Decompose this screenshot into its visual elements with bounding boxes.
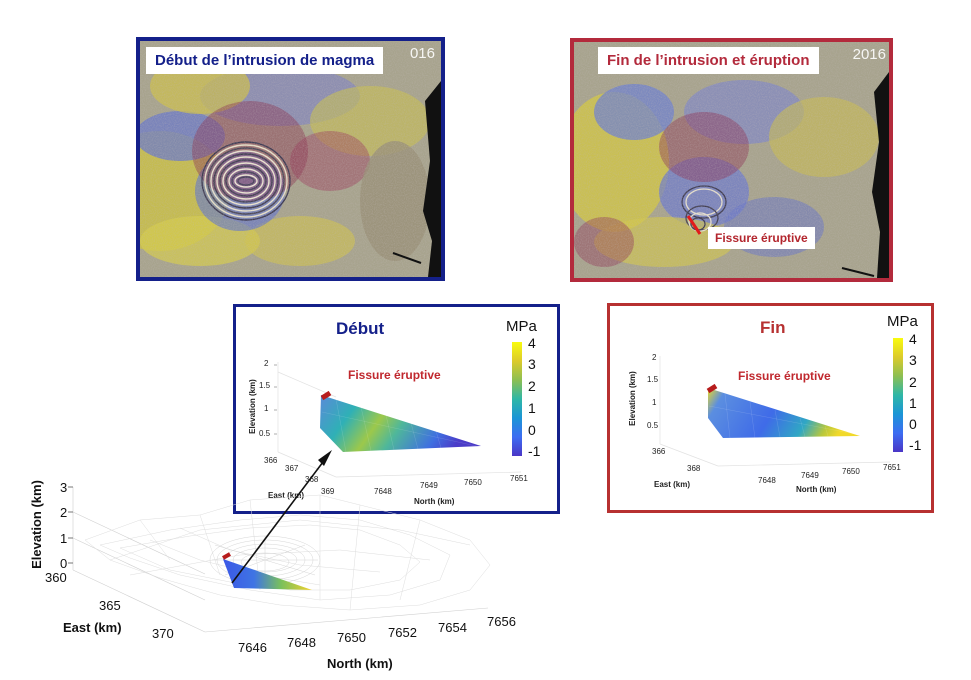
east-tick: 368 — [687, 464, 701, 473]
base-east-tick: 365 — [99, 598, 121, 613]
north-tick: 7651 — [883, 463, 901, 472]
north-tick: 7649 — [420, 481, 438, 490]
east-tick: 368 — [305, 475, 319, 484]
elev-tick: 0.5 — [259, 429, 271, 438]
elev-axis-label-debut: Elevation (km) — [247, 379, 257, 434]
base-elev-tick: 3 — [60, 480, 68, 495]
elev-tick: 1 — [264, 404, 269, 413]
colorbar-tick: 1 — [528, 400, 536, 416]
colorbar-debut — [512, 342, 522, 456]
north-tick: 7650 — [464, 478, 482, 487]
base-elev-tick: 1 — [60, 531, 68, 546]
insar-title-fin: Fin de l’intrusion et éruption — [598, 47, 819, 74]
colorbar-tick: 2 — [909, 374, 917, 390]
base-elev-tick: 2 — [60, 505, 68, 520]
east-tick: 369 — [321, 487, 335, 496]
model-fissure-label-fin: Fissure éruptive — [738, 369, 831, 383]
base-north-tick: 7652 — [388, 625, 417, 640]
model-unit-fin: MPa — [887, 313, 918, 330]
base-east-tick: 360 — [45, 570, 67, 585]
insar-fissure-label: Fissure éruptive — [708, 227, 815, 249]
model-panel-fin: Fin MPa 4 3 2 1 0 -1 Fissure éruptive El… — [607, 303, 934, 513]
base-fissure-mark — [222, 552, 231, 560]
elev-tick: 1.5 — [647, 375, 659, 384]
insar-image-debut — [140, 41, 441, 277]
model-panel-debut: Début MPa 4 3 2 1 0 -1 Fissure éruptive … — [233, 304, 560, 514]
colorbar-tick: 4 — [528, 335, 536, 351]
colorbar-tick: -1 — [909, 437, 922, 453]
east-tick: 367 — [285, 464, 299, 473]
north-axis-label-fin: North (km) — [796, 485, 837, 494]
insar-year-fin: 2016 — [852, 46, 886, 63]
elev-tick: 1 — [652, 398, 657, 407]
colorbar-tick: 0 — [909, 416, 917, 432]
base-north-axis-label: North (km) — [327, 656, 393, 671]
east-axis-label-fin: East (km) — [654, 480, 691, 489]
north-tick: 7650 — [842, 467, 860, 476]
colorbar-tick: 3 — [528, 356, 536, 372]
base-north-tick: 7656 — [487, 614, 516, 629]
north-axis-label-debut: North (km) — [414, 497, 455, 506]
base-north-tick: 7654 — [438, 620, 467, 635]
base-intrusion-model — [223, 559, 312, 590]
model-plot-debut — [274, 362, 522, 478]
elev-tick: 0.5 — [647, 421, 659, 430]
east-tick: 366 — [264, 456, 278, 465]
east-tick: 366 — [652, 447, 666, 456]
model-title-debut: Début — [336, 319, 385, 338]
colorbar-fin — [893, 338, 903, 452]
colorbar-tick: 4 — [909, 331, 917, 347]
colorbar-tick: -1 — [528, 443, 541, 459]
base-north-tick: 7648 — [287, 635, 316, 650]
base-elev-tick: 0 — [60, 556, 68, 571]
elev-tick: 1.5 — [259, 381, 271, 390]
colorbar-tick: 0 — [528, 422, 536, 438]
base-east-axis-label: East (km) — [63, 620, 122, 635]
base-east-tick: 370 — [152, 626, 174, 641]
insar-title-debut: Début de l’intrusion de magma — [146, 47, 384, 74]
insar-year-debut: 016 — [409, 45, 435, 62]
elev-axis-label-fin: Elevation (km) — [627, 371, 637, 426]
base-north-tick: 7646 — [238, 640, 267, 655]
model-title-fin: Fin — [760, 318, 786, 337]
colorbar-tick: 3 — [909, 352, 917, 368]
elev-tick: 2 — [652, 353, 657, 362]
east-axis-label-debut: East (km) — [268, 491, 305, 500]
insar-panel-debut: Début de l’intrusion de magma 016 — [136, 37, 445, 281]
insar-panel-fin: Fin de l’intrusion et éruption 2016 Fiss… — [570, 38, 893, 282]
model-unit-debut: MPa — [506, 318, 537, 335]
base-north-tick: 7650 — [337, 630, 366, 645]
north-tick: 7649 — [801, 471, 819, 480]
base-elev-axis-label: Elevation (km) — [28, 480, 44, 569]
elev-tick: 2 — [264, 359, 269, 368]
colorbar-tick: 1 — [909, 395, 917, 411]
north-tick: 7651 — [510, 474, 528, 483]
model-fissure-label-debut: Fissure éruptive — [348, 368, 441, 382]
model-plot-fin — [659, 356, 891, 467]
north-tick: 7648 — [758, 476, 776, 485]
north-tick: 7648 — [374, 487, 392, 496]
colorbar-tick: 2 — [528, 378, 536, 394]
